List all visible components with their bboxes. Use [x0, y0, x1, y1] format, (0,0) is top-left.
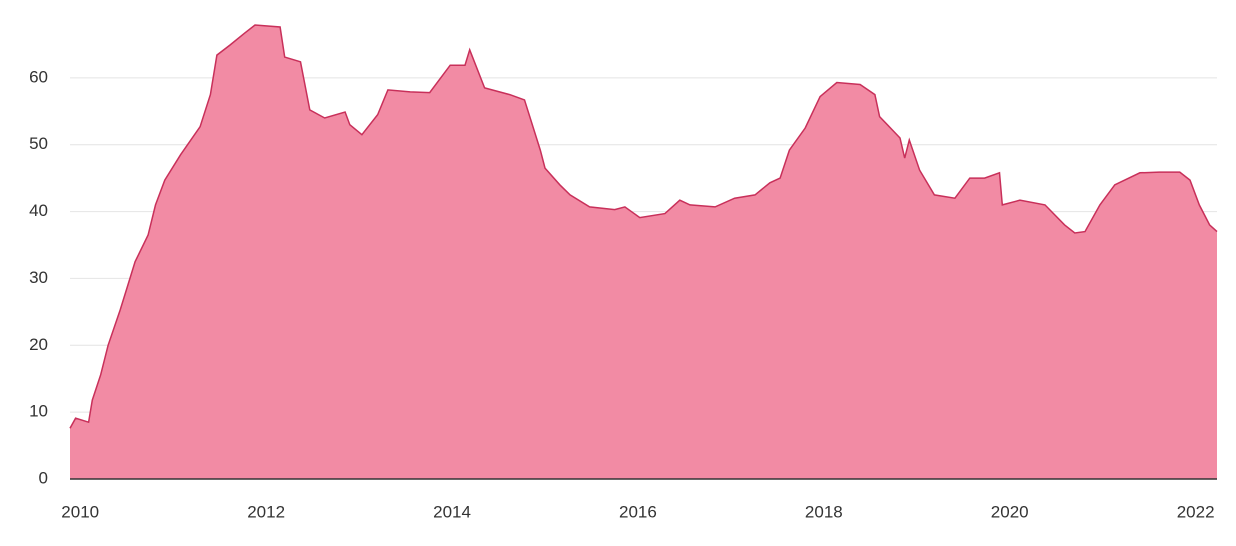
y-tick-label: 60: [29, 67, 48, 86]
x-tick-label: 2016: [619, 502, 657, 521]
x-tick-label: 2020: [991, 502, 1029, 521]
x-tick-label: 2018: [805, 502, 843, 521]
y-tick-label: 10: [29, 402, 48, 421]
x-tick-label: 2022: [1177, 502, 1215, 521]
x-tick-label: 2010: [61, 502, 99, 521]
y-tick-label: 50: [29, 134, 48, 153]
area: [70, 25, 1217, 479]
y-tick-label: 20: [29, 335, 48, 354]
y-tick-label: 40: [29, 201, 48, 220]
x-tick-label: 2012: [247, 502, 285, 521]
area-line: [69, 24, 1218, 429]
y-tick-label: 30: [29, 268, 48, 287]
y-tick-label: 0: [39, 468, 48, 487]
x-tick-label: 2014: [433, 502, 471, 521]
